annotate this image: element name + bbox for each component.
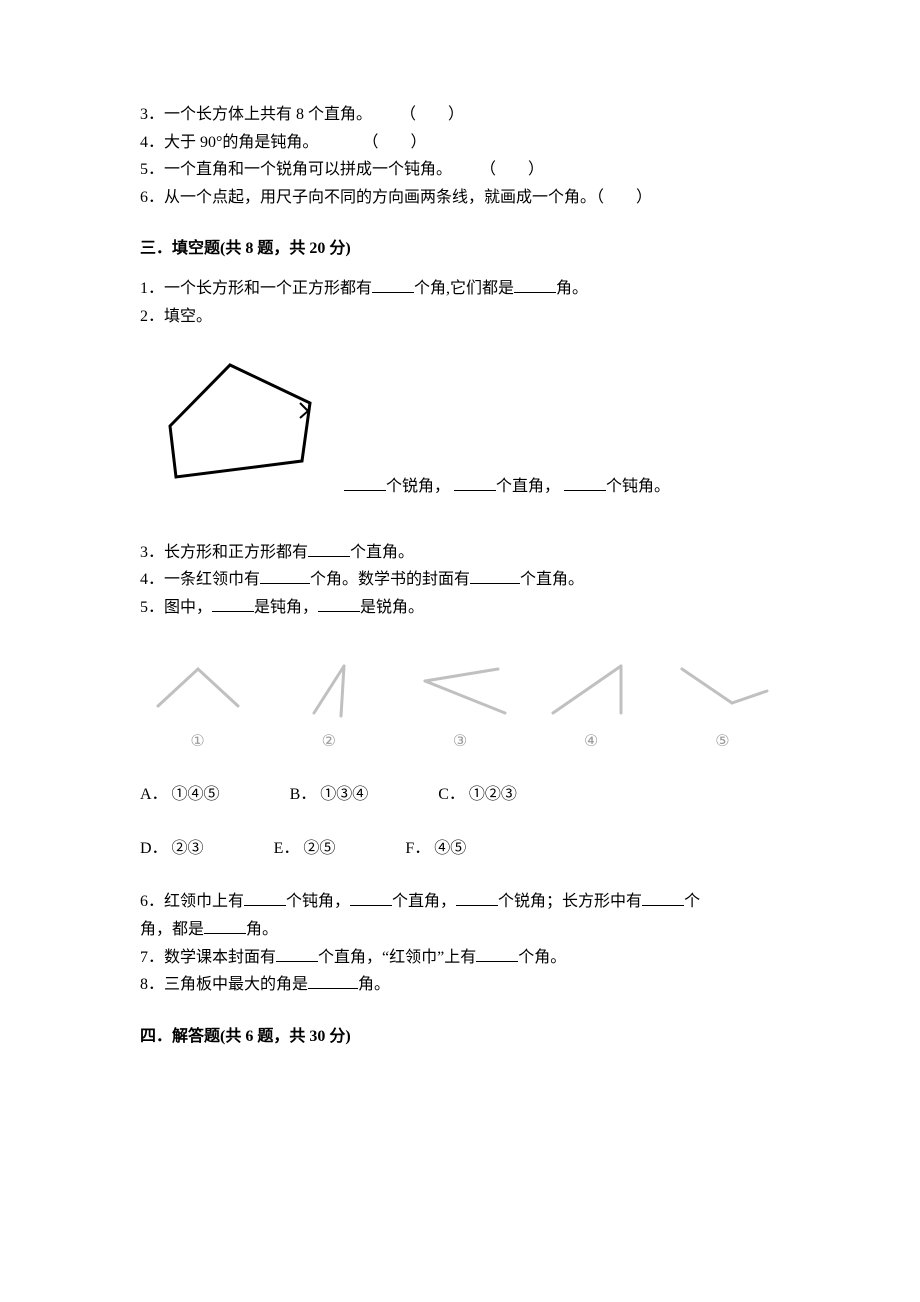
fill-q6: 6．红领巾上有 个钝角， 个直角， 个锐角；长方形中有 个 [140,889,780,915]
angle-item-1: ① [140,651,255,755]
fill-q2: 2．填空。 [140,304,780,330]
tf-item-3: 3．一个长方体上共有 8 个直角。 （ ） [140,102,780,128]
angle-item-4: ④ [534,651,649,755]
angle-label-2: ② [322,729,336,755]
option-A[interactable]: A． ①④⑤ [140,782,220,808]
fill-q8: 8．三角板中最大的角是 角。 [140,972,780,998]
tf-item-6: 6．从一个点起，用尺子向不同的方向画两条线，就画成一个角。（ ） [140,185,780,211]
blank[interactable] [244,889,286,906]
fill-q3: 3．长方形和正方形都有 个直角。 [140,540,780,566]
fill-q2-b: 个直角， [496,478,560,495]
tf-6-paren[interactable]: （ ） [596,189,652,206]
fill-q6-e: 个 [684,893,700,910]
fill-q4-b: 个角。数学书的封面有 [310,571,470,588]
angle-item-2: ② [271,651,386,755]
blank[interactable] [642,889,684,906]
fill-q4: 4．一条红领巾有 个角。数学书的封面有 个直角。 [140,567,780,593]
fill-q7: 7．数学课本封面有 个直角，“红领巾”上有 个角。 [140,945,780,971]
blank[interactable] [514,276,556,293]
option-D[interactable]: D． ②③ [140,836,204,862]
tf-3-text: 一个长方体上共有 8 个直角。 [164,106,372,123]
option-B[interactable]: B． ①③④ [290,782,369,808]
blank[interactable] [350,889,392,906]
option-C[interactable]: C． ①②③ [438,782,517,808]
tf-4-paren[interactable]: （ ） [370,134,426,151]
blank[interactable] [308,972,358,989]
tf-6-num: 6 [140,189,148,206]
fill-q6-d: 个锐角；长方形中有 [498,893,642,910]
fill-q7-b: 个直角，“红领巾”上有 [318,949,476,966]
fill-q6-l2b: 角。 [246,921,278,938]
tf-item-4: 4．大于 90°的角是钝角。 （ ） [140,130,780,156]
fill-q1-b: 个角,它们都是 [414,280,514,297]
fill-q1-c: 角。 [556,280,588,297]
angle-label-1: ① [190,729,204,755]
tf-4-text: 大于 90°的角是钝角。 [164,134,318,151]
tf-4-num: 4 [140,134,148,151]
angle-label-5: ⑤ [715,729,729,755]
blank[interactable] [308,540,350,557]
tf-5-paren[interactable]: （ ） [488,161,544,178]
blank[interactable] [564,474,606,491]
tf-6-text: 从一个点起，用尺子向不同的方向画两条线，就画成一个角。 [164,189,596,206]
blank[interactable] [212,595,254,612]
fill-q5: 5．图中， 是钝角， 是锐角。 [140,595,780,621]
fill-q6-c: 个直角， [392,893,456,910]
options-row-1: A． ①④⑤ B． ①③④ C． ①②③ [140,782,780,808]
angle-item-3: ③ [402,651,517,755]
fill-q8-a: 8．三角板中最大的角是 [140,976,308,993]
blank[interactable] [260,567,310,584]
tf-5-text: 一个直角和一个锐角可以拼成一个钝角。 [164,161,452,178]
blank[interactable] [344,474,386,491]
fill-q3-b: 个直角。 [350,544,414,561]
pentagon-figure: 个锐角， 个直角， 个钝角。 [140,351,780,500]
tf-5-num: 5 [140,161,148,178]
fill-q5-c: 是锐角。 [360,599,424,616]
angle-label-4: ④ [584,729,598,755]
blank[interactable] [454,474,496,491]
fill-q4-a: 4．一条红领巾有 [140,571,260,588]
fill-q3-a: 3．长方形和正方形都有 [140,544,308,561]
fill-q7-a: 7．数学课本封面有 [140,949,276,966]
fill-q6-b: 个钝角， [286,893,350,910]
angle-label-3: ③ [453,729,467,755]
options-row-2: D． ②③ E． ②⑤ F． ④⑤ [140,836,780,862]
fill-q1: 1．一个长方形和一个正方形都有 个角,它们都是 角。 [140,276,780,302]
fill-q6-line2: 角，都是 角。 [140,917,780,943]
section-3-title: 三．填空题(共 8 题，共 20 分) [140,236,780,262]
tf-item-5: 5．一个直角和一个锐角可以拼成一个钝角。 （ ） [140,157,780,183]
blank[interactable] [372,276,414,293]
blank[interactable] [476,945,518,962]
fill-q8-b: 角。 [358,976,390,993]
angle-item-5: ⑤ [665,651,780,755]
option-E[interactable]: E． ②⑤ [274,836,336,862]
pentagon-svg [140,351,340,491]
fill-q7-c: 个角。 [518,949,566,966]
blank[interactable] [318,595,360,612]
fill-q5-a: 5．图中， [140,599,212,616]
tf-3-num: 3 [140,106,148,123]
fill-q6-a: 6．红领巾上有 [140,893,244,910]
fill-q4-c: 个直角。 [520,571,584,588]
fill-q5-b: 是钝角， [254,599,318,616]
option-F[interactable]: F． ④⑤ [405,836,466,862]
fill-q1-a: 1．一个长方形和一个正方形都有 [140,280,372,297]
angles-row: ① ② ③ ④ ⑤ [140,651,780,755]
fill-q2-a: 个锐角， [386,478,450,495]
blank[interactable] [470,567,520,584]
fill-q2-c: 个钝角。 [606,478,670,495]
tf-3-paren[interactable]: （ ） [408,106,464,123]
section-4-title: 四．解答题(共 6 题，共 30 分) [140,1024,780,1050]
fill-q6-l2a: 角，都是 [140,921,204,938]
blank[interactable] [456,889,498,906]
blank[interactable] [276,945,318,962]
blank[interactable] [204,917,246,934]
